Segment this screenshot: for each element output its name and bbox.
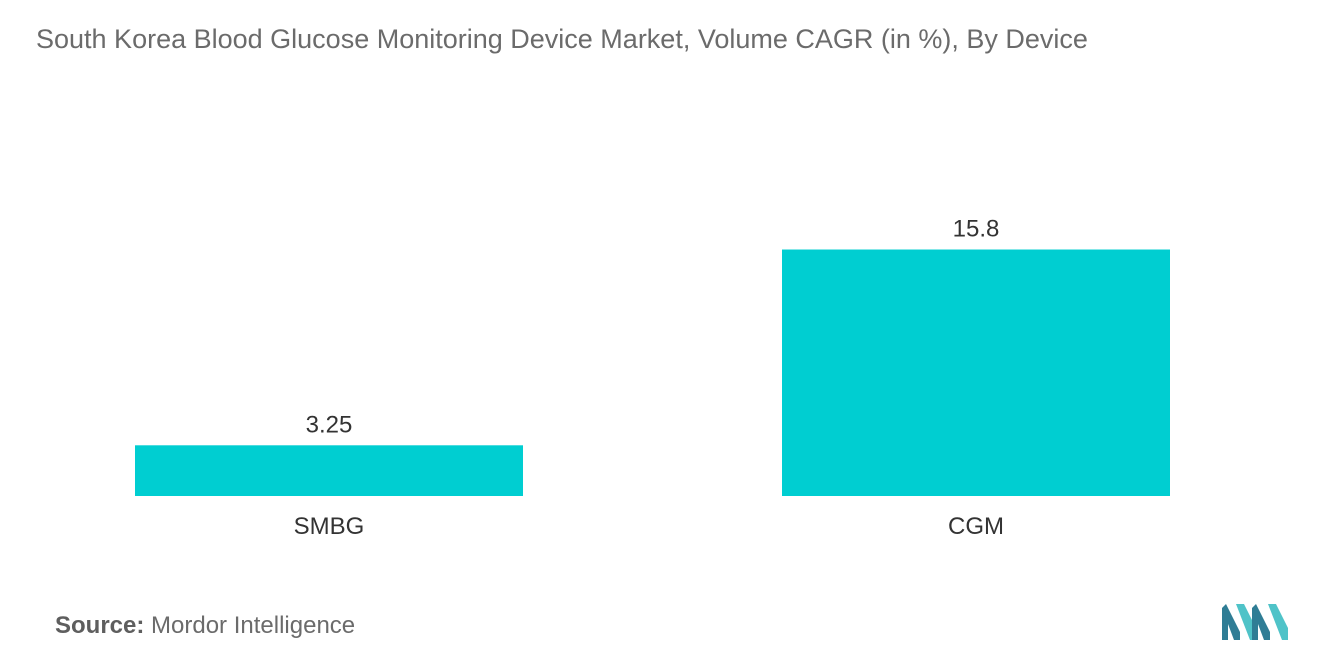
mordor-intelligence-logo-icon — [1222, 604, 1288, 640]
bar-smbg — [135, 445, 523, 496]
source-value: Mordor Intelligence — [151, 612, 356, 639]
logo-shape-right — [1268, 604, 1288, 640]
labels-layer: 3.25 SMBG 15.8 CGM — [294, 216, 1004, 540]
source-line: Source: Mordor Intelligence — [55, 612, 355, 640]
source-label: Source: — [55, 612, 145, 639]
logo-shape-mid2 — [1252, 604, 1270, 640]
bar-cgm — [782, 249, 1170, 496]
bar-chart: 3.25 SMBG 15.8 CGM — [135, 216, 1170, 540]
logo-shape-mid — [1236, 604, 1256, 640]
logo-shape-left — [1222, 604, 1240, 640]
bars-layer — [135, 249, 1170, 496]
category-label-smbg: SMBG — [294, 513, 365, 540]
category-label-cgm: CGM — [948, 513, 1004, 540]
data-label-smbg: 3.25 — [306, 411, 353, 438]
chart-title: South Korea Blood Glucose Monitoring Dev… — [36, 24, 1088, 54]
data-label-cgm: 15.8 — [953, 216, 1000, 243]
